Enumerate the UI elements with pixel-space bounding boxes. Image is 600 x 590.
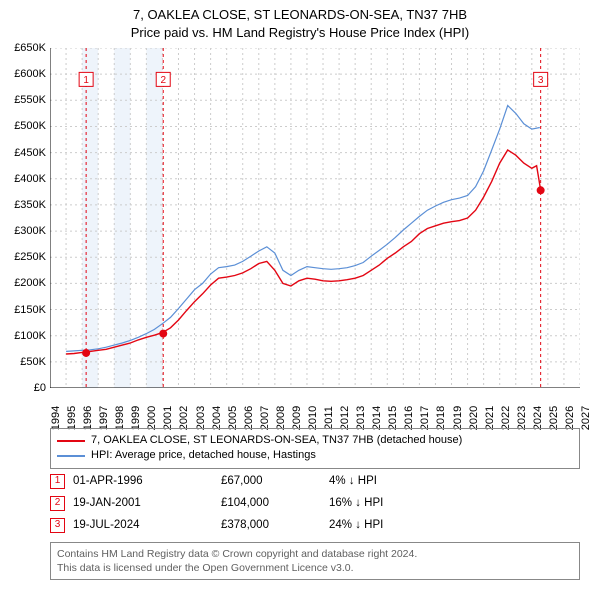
x-tick-label: 2012 [339,406,351,430]
x-tick-label: 1995 [66,406,78,430]
marker-badge: 1 [50,474,65,489]
marker-diff: 4% ↓ HPI [329,475,449,487]
y-tick-label: £50K [20,356,46,368]
marker-price: £378,000 [221,519,321,531]
marker-price: £104,000 [221,497,321,509]
title-line-1: 7, OAKLEA CLOSE, ST LEONARDS-ON-SEA, TN3… [0,6,600,24]
y-tick-label: £250K [14,251,46,263]
marker-row: 3 19-JUL-2024 £378,000 24% ↓ HPI [50,514,580,536]
x-tick-label: 2026 [564,406,576,430]
marker-row: 1 01-APR-1996 £67,000 4% ↓ HPI [50,470,580,492]
y-axis-labels: £0£50K£100K£150K£200K£250K£300K£350K£400… [0,48,48,388]
x-tick-label: 1997 [98,406,110,430]
x-tick-label: 2022 [500,406,512,430]
legend-label: HPI: Average price, detached house, Hast… [91,448,316,463]
title-line-2: Price paid vs. HM Land Registry's House … [0,24,600,42]
x-tick-label: 1998 [114,406,126,430]
legend-swatch [57,440,85,442]
svg-text:3: 3 [538,75,544,86]
marker-badge: 3 [50,518,65,533]
chart-svg: 1 2 3 [50,48,580,388]
x-tick-label: 2010 [307,406,319,430]
y-tick-label: £650K [14,42,46,54]
y-tick-label: £0 [34,382,46,394]
x-tick-label: 2019 [452,406,464,430]
x-tick-label: 2020 [468,406,480,430]
marker-date: 19-JAN-2001 [73,497,213,509]
x-tick-label: 2002 [178,406,190,430]
x-tick-label: 2013 [355,406,367,430]
x-tick-label: 2023 [516,406,528,430]
x-tick-label: 2008 [275,406,287,430]
y-tick-label: £600K [14,68,46,80]
x-tick-label: 2027 [580,406,592,430]
legend-item: 7, OAKLEA CLOSE, ST LEONARDS-ON-SEA, TN3… [57,433,573,448]
y-tick-label: £200K [14,277,46,289]
y-tick-label: £300K [14,225,46,237]
y-tick-label: £450K [14,147,46,159]
x-axis-labels: 1994199519961997199819992000200120022003… [50,390,580,420]
x-tick-label: 2004 [211,406,223,430]
x-tick-label: 2011 [323,406,335,430]
x-tick-label: 2014 [371,406,383,430]
y-tick-label: £500K [14,120,46,132]
chart-title-block: 7, OAKLEA CLOSE, ST LEONARDS-ON-SEA, TN3… [0,0,600,42]
x-tick-label: 1999 [130,406,142,430]
x-tick-label: 2006 [243,406,255,430]
x-tick-label: 2017 [419,406,431,430]
legend-box: 7, OAKLEA CLOSE, ST LEONARDS-ON-SEA, TN3… [50,428,580,469]
footer-box: Contains HM Land Registry data © Crown c… [50,542,580,580]
markers-table: 1 01-APR-1996 £67,000 4% ↓ HPI 2 19-JAN-2001 £… [50,470,580,536]
marker-row: 2 19-JAN-2001 £104,000 16% ↓ HPI [50,492,580,514]
footer-line-1: Contains HM Land Registry data © Crown c… [57,547,573,561]
y-tick-label: £350K [14,199,46,211]
marker-diff: 16% ↓ HPI [329,497,449,509]
svg-text:2: 2 [160,75,166,86]
legend-item: HPI: Average price, detached house, Hast… [57,448,573,463]
marker-diff: 24% ↓ HPI [329,519,449,531]
x-tick-label: 2025 [548,406,560,430]
x-tick-label: 2024 [532,406,544,430]
marker-date: 01-APR-1996 [73,475,213,487]
x-tick-label: 1996 [82,406,94,430]
x-tick-label: 2021 [484,406,496,430]
y-tick-label: £100K [14,330,46,342]
x-tick-label: 2015 [387,406,399,430]
y-tick-label: £400K [14,173,46,185]
legend-label: 7, OAKLEA CLOSE, ST LEONARDS-ON-SEA, TN3… [91,433,462,448]
footer-line-2: This data is licensed under the Open Gov… [57,561,573,575]
x-tick-label: 2016 [403,406,415,430]
x-tick-label: 2009 [291,406,303,430]
svg-text:1: 1 [83,75,89,86]
x-tick-label: 2001 [162,406,174,430]
marker-badge: 2 [50,496,65,511]
x-tick-label: 2000 [146,406,158,430]
legend-swatch [57,455,85,457]
marker-date: 19-JUL-2024 [73,519,213,531]
x-tick-label: 2003 [195,406,207,430]
x-tick-label: 2007 [259,406,271,430]
y-tick-label: £150K [14,304,46,316]
marker-price: £67,000 [221,475,321,487]
x-tick-label: 1994 [50,406,62,430]
y-tick-label: £550K [14,94,46,106]
x-tick-label: 2005 [227,406,239,430]
x-tick-label: 2018 [435,406,447,430]
chart-area: 1 2 3 [50,48,580,418]
